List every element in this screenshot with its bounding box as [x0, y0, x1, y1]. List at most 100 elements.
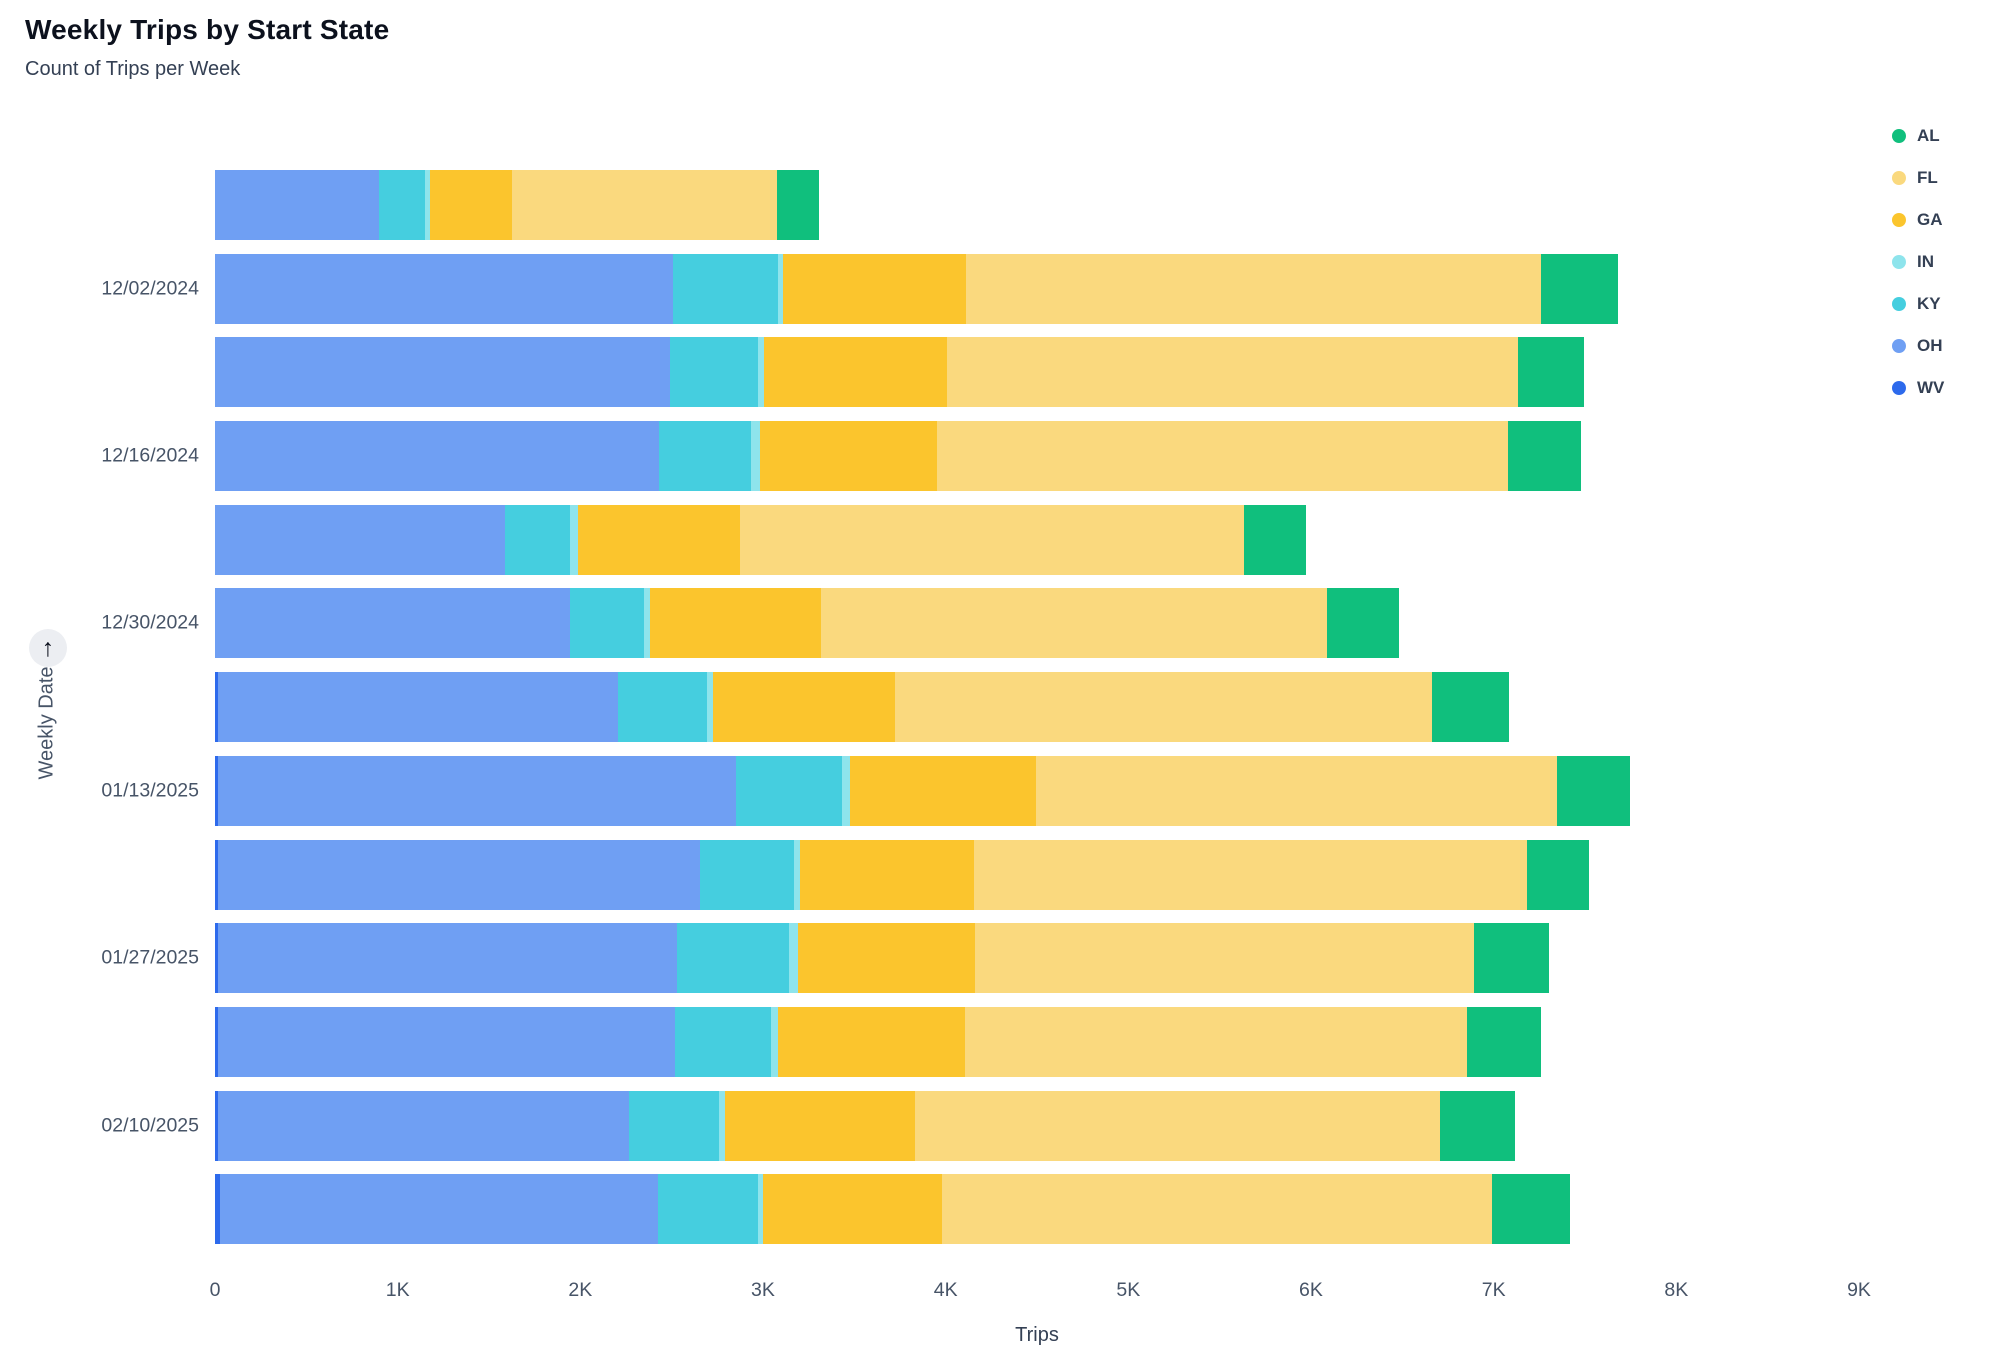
bar-segment-al[interactable]: [1244, 504, 1307, 575]
bar-segment-oh[interactable]: [215, 170, 380, 240]
bar-segment-in[interactable]: [751, 421, 761, 492]
bar-segment-ga[interactable]: [783, 253, 966, 324]
bar-segment-wv[interactable]: [215, 923, 218, 994]
bar-segment-al[interactable]: [1439, 1090, 1515, 1161]
bar-segment-fl[interactable]: [821, 588, 1328, 659]
bar-segment-ky[interactable]: [672, 253, 778, 324]
bar-segment-in[interactable]: [794, 839, 801, 910]
legend-item-ky[interactable]: KY: [1892, 292, 1944, 315]
bar-segment-fl[interactable]: [1036, 755, 1557, 826]
bar-segment-fl[interactable]: [941, 1174, 1492, 1245]
bar-segment-wv[interactable]: [215, 1006, 218, 1077]
bar-segment-ga[interactable]: [797, 923, 975, 994]
bar-segment-ga[interactable]: [849, 755, 1037, 826]
bar-segment-al[interactable]: [1556, 755, 1630, 826]
bar-segment-wv[interactable]: [215, 755, 218, 826]
bar-segment-oh[interactable]: [217, 1006, 676, 1077]
bar-segment-ga[interactable]: [763, 337, 947, 408]
bar-segment-al[interactable]: [1432, 672, 1510, 743]
bar-segment-al[interactable]: [1491, 1174, 1571, 1245]
bar-segment-in[interactable]: [570, 504, 578, 575]
bar-segment-ky[interactable]: [677, 923, 790, 994]
bar-segment-ky[interactable]: [657, 1174, 758, 1245]
bar-segment-ky[interactable]: [669, 337, 759, 408]
bar-segment-in[interactable]: [707, 672, 713, 743]
bar-segment-wv[interactable]: [215, 1174, 220, 1245]
bar-segment-fl[interactable]: [914, 1090, 1440, 1161]
bar-segment-fl[interactable]: [740, 504, 1245, 575]
bar-segment-oh[interactable]: [219, 1174, 658, 1245]
bar-segment-fl[interactable]: [973, 839, 1527, 910]
bar-segment-al[interactable]: [1541, 253, 1618, 324]
bar-segment-ky[interactable]: [735, 755, 843, 826]
bar-segment-ga[interactable]: [577, 504, 741, 575]
bar-segment-oh[interactable]: [215, 337, 670, 408]
bar-segment-wv[interactable]: [215, 672, 218, 743]
bar-segment-fl[interactable]: [965, 253, 1542, 324]
legend-item-in[interactable]: IN: [1892, 250, 1944, 273]
bar-segment-oh[interactable]: [217, 672, 618, 743]
bar-segment-ky[interactable]: [570, 588, 645, 659]
bar-segment-oh[interactable]: [217, 755, 736, 826]
legend-item-al[interactable]: AL: [1892, 124, 1944, 147]
bar-segment-oh[interactable]: [217, 1090, 629, 1161]
bar-segment-al[interactable]: [1518, 337, 1585, 408]
bar-segment-al[interactable]: [1327, 588, 1399, 659]
bar-segment-ga[interactable]: [429, 170, 512, 240]
bar-segment-fl[interactable]: [974, 923, 1475, 994]
bar-segment-ky[interactable]: [504, 504, 571, 575]
legend-item-fl[interactable]: FL: [1892, 166, 1944, 189]
bar-segment-ky[interactable]: [617, 672, 708, 743]
bar-segment-ky[interactable]: [379, 170, 426, 240]
bar-segment-al[interactable]: [1526, 839, 1589, 910]
bar-segment-oh[interactable]: [215, 421, 659, 492]
bar-segment-al[interactable]: [1508, 421, 1582, 492]
bar-segment-fl[interactable]: [964, 1006, 1468, 1077]
legend-item-ga[interactable]: GA: [1892, 208, 1944, 231]
bar-segment-wv[interactable]: [215, 839, 218, 910]
bar-segment-in[interactable]: [757, 1174, 763, 1245]
bar-segment-oh[interactable]: [215, 253, 673, 324]
legend-item-wv[interactable]: WV: [1892, 376, 1944, 399]
legend-item-oh[interactable]: OH: [1892, 334, 1944, 357]
bar-segment-oh[interactable]: [215, 504, 505, 575]
bar-segment-oh[interactable]: [217, 839, 700, 910]
bar-segment-in[interactable]: [789, 923, 798, 994]
bar-track: [215, 1174, 1859, 1245]
bar-segment-fl[interactable]: [895, 672, 1433, 743]
legend-item-label: KY: [1917, 293, 1941, 313]
bar-segment-in[interactable]: [644, 588, 650, 659]
bar-segment-fl[interactable]: [946, 337, 1519, 408]
bar-segment-wv[interactable]: [215, 1090, 218, 1161]
bars-area: 12/02/2024 12/16/2024 12/30/2024 01/13/2025…: [101, 170, 1859, 1245]
bar-segment-in[interactable]: [425, 170, 430, 240]
bar-segment-oh[interactable]: [217, 923, 678, 994]
bar-segment-ky[interactable]: [699, 839, 795, 910]
bar-segment-oh[interactable]: [215, 588, 571, 659]
bar-segment-in[interactable]: [771, 1006, 778, 1077]
sort-direction-button[interactable]: ↑: [29, 629, 67, 667]
bar-segment-ga[interactable]: [724, 1090, 915, 1161]
bar-row: [215, 1006, 1859, 1077]
x-tick-label: 5K: [1116, 1279, 1141, 1301]
bar-segment-fl[interactable]: [511, 170, 777, 240]
bar-segment-ga[interactable]: [777, 1006, 965, 1077]
bar-segment-ky[interactable]: [675, 1006, 772, 1077]
bar-segment-al[interactable]: [1467, 1006, 1542, 1077]
bar-segment-ky[interactable]: [658, 421, 752, 492]
bar-segment-ga[interactable]: [760, 421, 937, 492]
bar-segment-ga[interactable]: [712, 672, 896, 743]
bar-segment-ga[interactable]: [649, 588, 822, 659]
legend-item-label: OH: [1917, 335, 1943, 355]
bar-segment-in[interactable]: [758, 337, 764, 408]
bar-segment-in[interactable]: [777, 253, 784, 324]
bar-segment-in[interactable]: [842, 755, 850, 826]
bar-segment-al[interactable]: [776, 170, 819, 240]
bar-segment-ga[interactable]: [800, 839, 974, 910]
bar-segment-al[interactable]: [1474, 923, 1550, 994]
bar-track: [215, 504, 1859, 575]
bar-segment-ky[interactable]: [628, 1090, 720, 1161]
bar-segment-fl[interactable]: [936, 421, 1509, 492]
bar-segment-in[interactable]: [719, 1090, 725, 1161]
bar-segment-ga[interactable]: [762, 1174, 942, 1245]
